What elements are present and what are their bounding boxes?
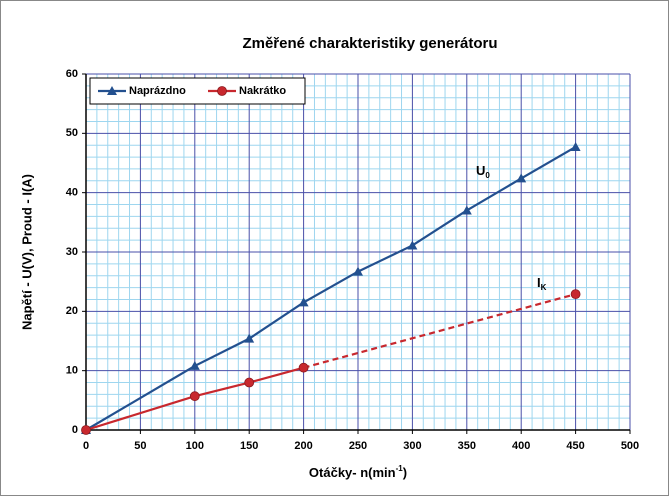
x-tick-label: 400 (512, 440, 530, 452)
x-tick-label: 0 (83, 440, 89, 452)
y-tick-label: 0 (72, 424, 78, 436)
annotation: IK (537, 275, 547, 292)
annotation-sub: 0 (485, 171, 490, 180)
point (81, 425, 91, 435)
x-axis-label-text: Otáčky- n(min (309, 465, 396, 480)
point (217, 86, 227, 96)
y-tick-label: 50 (66, 127, 78, 139)
point (298, 362, 309, 373)
series-line (85, 366, 304, 432)
grid (85, 73, 631, 431)
point (516, 173, 527, 183)
point (461, 205, 472, 215)
point (107, 86, 117, 95)
y-tick-label: 20 (66, 305, 78, 317)
point (244, 333, 255, 343)
x-tick-label: 150 (240, 440, 258, 452)
annotation-text: I (537, 275, 541, 290)
point (570, 141, 581, 151)
x-axis-label-sup: -1 (396, 464, 404, 473)
y-tick-label: 30 (66, 246, 78, 258)
legend-label: Nakrátko (239, 85, 286, 97)
x-tick-label: 500 (621, 440, 639, 452)
annotation: U0 (476, 163, 490, 180)
x-tick-label: 200 (294, 440, 312, 452)
x-tick-label: 50 (134, 440, 146, 452)
point (189, 391, 200, 402)
x-axis-label-tail: ) (403, 465, 407, 480)
y-tick-label: 40 (66, 187, 78, 199)
point (407, 240, 418, 250)
point (189, 360, 200, 370)
x-axis-label: Otáčky- n(min-1) (309, 464, 407, 480)
point (570, 289, 581, 300)
point (244, 377, 255, 388)
point (298, 297, 309, 307)
series-line (303, 293, 576, 369)
y-axis-label: Napětí - U(V), Proud - I(A) (19, 174, 34, 330)
annotation-text: U (476, 163, 485, 178)
x-tick-label: 350 (458, 440, 476, 452)
x-tick-label: 300 (403, 440, 421, 452)
annotation-sub: K (541, 283, 547, 292)
y-tick-label: 60 (66, 68, 78, 80)
x-tick-label: 450 (566, 440, 584, 452)
y-tick-label: 10 (66, 365, 78, 377)
point (353, 266, 363, 276)
chart-title: Změřené charakteristiky generátoru (242, 35, 497, 52)
legend-label: Naprázdno (129, 85, 186, 97)
x-tick-label: 100 (186, 440, 204, 452)
x-tick-label: 250 (349, 440, 367, 452)
